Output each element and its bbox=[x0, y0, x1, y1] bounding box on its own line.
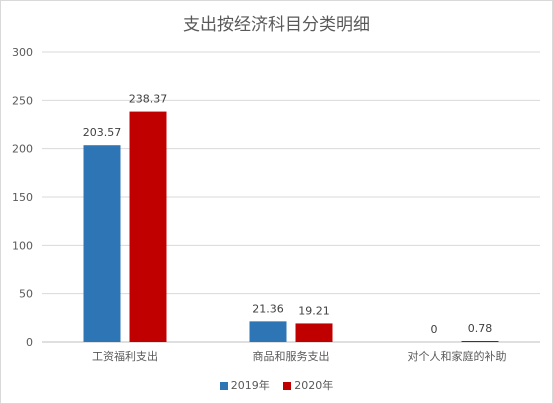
y-tick-label: 250 bbox=[12, 94, 33, 107]
legend-item-2020: 2020年 bbox=[283, 377, 333, 393]
x-tick-label: 工资福利支出 bbox=[92, 349, 158, 363]
bar bbox=[249, 321, 287, 342]
data-label: 0 bbox=[431, 323, 438, 336]
data-label: 21.36 bbox=[252, 302, 284, 315]
bar bbox=[461, 341, 499, 342]
y-tick-label: 150 bbox=[12, 191, 33, 204]
y-tick-label: 200 bbox=[12, 143, 33, 156]
y-tick-label: 300 bbox=[12, 46, 33, 59]
data-label: 203.57 bbox=[83, 126, 122, 139]
x-tick-label: 对个人和家庭的补助 bbox=[408, 349, 507, 363]
chart-title: 支出按经济科目分类明细 bbox=[183, 15, 370, 35]
chart-legend: 2019年 2020年 bbox=[0, 377, 553, 393]
y-tick-label: 50 bbox=[19, 288, 33, 301]
data-label: 19.21 bbox=[298, 304, 330, 317]
legend-swatch-2020 bbox=[283, 382, 292, 390]
y-tick-label: 0 bbox=[26, 336, 33, 349]
data-label: 0.78 bbox=[468, 322, 493, 335]
legend-swatch-2019 bbox=[219, 382, 228, 390]
legend-label-2019: 2019年 bbox=[230, 379, 270, 392]
legend-label-2020: 2020年 bbox=[294, 379, 334, 392]
bar bbox=[83, 145, 121, 342]
bar bbox=[295, 323, 333, 342]
bar bbox=[129, 111, 167, 342]
x-tick-label: 商品和服务支出 bbox=[253, 349, 330, 363]
y-tick-label: 100 bbox=[12, 239, 33, 252]
data-label: 238.37 bbox=[129, 93, 168, 106]
legend-item-2019: 2019年 bbox=[219, 377, 270, 393]
